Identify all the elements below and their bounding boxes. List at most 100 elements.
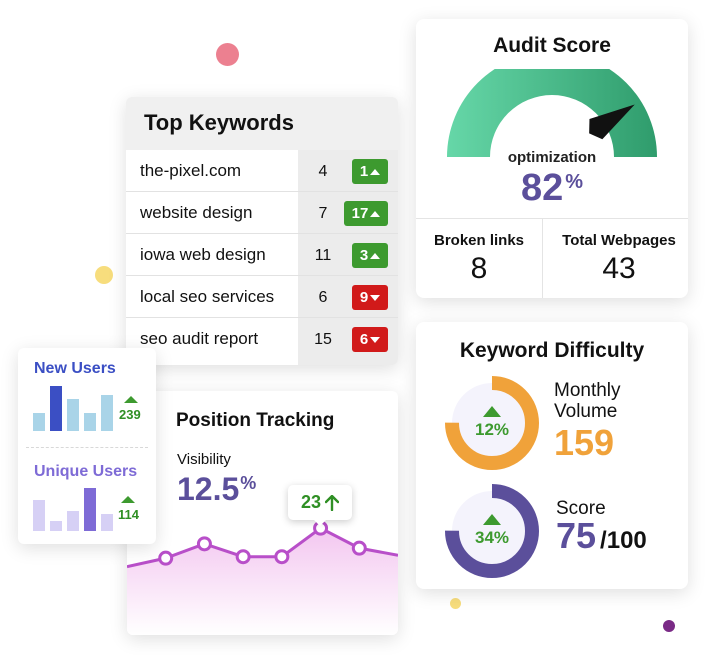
- score-value-group: 75/100: [556, 515, 647, 557]
- rank-change-value: 17: [351, 205, 369, 222]
- plot-area: [127, 520, 398, 635]
- table-row[interactable]: seo audit report 15 6: [126, 318, 398, 360]
- total-webpages-value: 43: [602, 252, 636, 285]
- table-row[interactable]: the-pixel.com 4 1: [126, 150, 398, 192]
- table-row[interactable]: local seo services 6 9: [126, 276, 398, 318]
- gauge-needle: [589, 104, 635, 140]
- total-webpages-label: Total Webpages: [562, 232, 676, 249]
- keyword-name: iowa web design: [140, 245, 266, 264]
- rank-change-value: 3: [359, 247, 369, 264]
- decorative-dot-small-yellow: [450, 598, 461, 609]
- keyword-position: 7: [318, 205, 328, 222]
- top-keywords-title: Top Keywords: [126, 97, 398, 150]
- bar: [84, 488, 96, 531]
- monthly-volume-value: 159: [554, 422, 615, 463]
- donut-ring: [445, 376, 539, 470]
- donut-chart: [445, 376, 539, 470]
- donut-chart: [445, 484, 539, 578]
- bar: [101, 514, 113, 531]
- score-percentage: 34%: [474, 528, 510, 547]
- keywords-table: the-pixel.com 4 1 website design 7 17 io…: [126, 150, 398, 365]
- bar: [33, 413, 45, 431]
- visibility-unit: %: [240, 473, 257, 493]
- monthly-volume-label-line1: Monthly: [554, 380, 621, 401]
- arrow-up-icon: [370, 252, 381, 259]
- table-row[interactable]: website design 7 17: [126, 192, 398, 234]
- donut-center: 34%: [444, 483, 540, 579]
- divider: [416, 218, 688, 219]
- keyword-name: website design: [140, 203, 253, 222]
- arrow-down-icon: [370, 336, 381, 343]
- score-value: 75: [556, 515, 597, 556]
- donut-ring: [445, 484, 539, 578]
- score-max: /100: [600, 527, 647, 554]
- data-point[interactable]: [235, 549, 251, 565]
- area-fill: [127, 528, 398, 635]
- divider: [542, 218, 543, 298]
- donut-center: 12%: [444, 375, 540, 471]
- broken-links-value: 8: [470, 252, 488, 285]
- keyword-position: 6: [318, 289, 328, 306]
- bar: [84, 413, 96, 431]
- bar: [50, 386, 62, 431]
- new-users-label: New Users: [34, 360, 116, 377]
- audit-score-gauge: [447, 69, 657, 157]
- arrow-up-icon: [325, 494, 340, 511]
- decorative-dot-pink: [216, 43, 239, 66]
- rank-change-badge: 17: [344, 201, 388, 226]
- arrow-up-icon: [483, 514, 501, 525]
- rank-change-badge: 1: [352, 159, 388, 184]
- decorative-dot-purple: [663, 620, 675, 632]
- data-point[interactable]: [158, 550, 174, 566]
- table-row[interactable]: iowa web design 11 3: [126, 234, 398, 276]
- keyword-difficulty-card: Keyword Difficulty 12% Monthly Volume 15…: [416, 322, 688, 589]
- rank-change-badge: 9: [352, 285, 388, 310]
- broken-links-label: Broken links: [433, 232, 525, 249]
- unique-users-label: Unique Users: [34, 463, 138, 480]
- keyword-position: 4: [318, 163, 328, 180]
- arrow-up-icon: [124, 396, 138, 403]
- data-point[interactable]: [274, 549, 290, 565]
- monthly-volume-donut: 12%: [444, 375, 540, 471]
- position-tracking-title: Position Tracking: [176, 410, 335, 431]
- data-point[interactable]: [196, 536, 212, 552]
- gauge-arc: [447, 69, 657, 157]
- audit-score-unit: %: [565, 171, 584, 193]
- keyword-difficulty-title: Keyword Difficulty: [459, 339, 645, 362]
- arrow-down-icon: [370, 294, 381, 301]
- position-tracking-card: Position Tracking Visibility 12.5% 23: [127, 391, 398, 635]
- visibility-number: 12.5: [177, 471, 240, 507]
- visibility-label: Visibility: [177, 451, 231, 468]
- new-users-change: 239: [119, 407, 141, 422]
- new-users-bar-chart: [33, 386, 113, 431]
- bar: [67, 511, 79, 531]
- rank-change-badge: 3: [352, 243, 388, 268]
- arrow-up-icon: [370, 168, 381, 175]
- chart-tooltip: 23: [288, 485, 352, 526]
- bar: [33, 500, 45, 531]
- keyword-name: seo audit report: [140, 329, 259, 348]
- volume-percentage: 12%: [474, 420, 510, 439]
- audit-score-number: 82: [520, 167, 564, 209]
- keyword-name: local seo services: [140, 287, 275, 306]
- rank-change-value: 1: [359, 163, 369, 180]
- score-donut: 34%: [444, 483, 540, 579]
- unique-users-change: 114: [118, 507, 139, 522]
- rank-change-value: 9: [359, 289, 369, 306]
- top-keywords-card: Top Keywords the-pixel.com 4 1 website d…: [126, 97, 398, 365]
- keyword-name: the-pixel.com: [140, 161, 242, 180]
- rank-change-value: 6: [359, 331, 369, 348]
- decorative-dot-yellow: [95, 266, 113, 284]
- visibility-line-chart: [127, 520, 398, 635]
- monthly-volume-label-line2: Volume: [554, 401, 618, 422]
- data-point[interactable]: [351, 540, 367, 556]
- unique-users-bar-chart: [33, 488, 113, 531]
- arrow-up-icon: [483, 406, 501, 417]
- users-card: New Users 239 Unique Users 114: [18, 348, 156, 544]
- gauge-label: optimization: [507, 149, 597, 166]
- audit-score-title: Audit Score: [493, 34, 611, 57]
- audit-score-value: 82%: [416, 167, 688, 210]
- bar: [101, 395, 113, 431]
- arrow-up-icon: [370, 210, 381, 217]
- audit-score-card: Audit Score optimization 82% Broken link…: [416, 19, 688, 298]
